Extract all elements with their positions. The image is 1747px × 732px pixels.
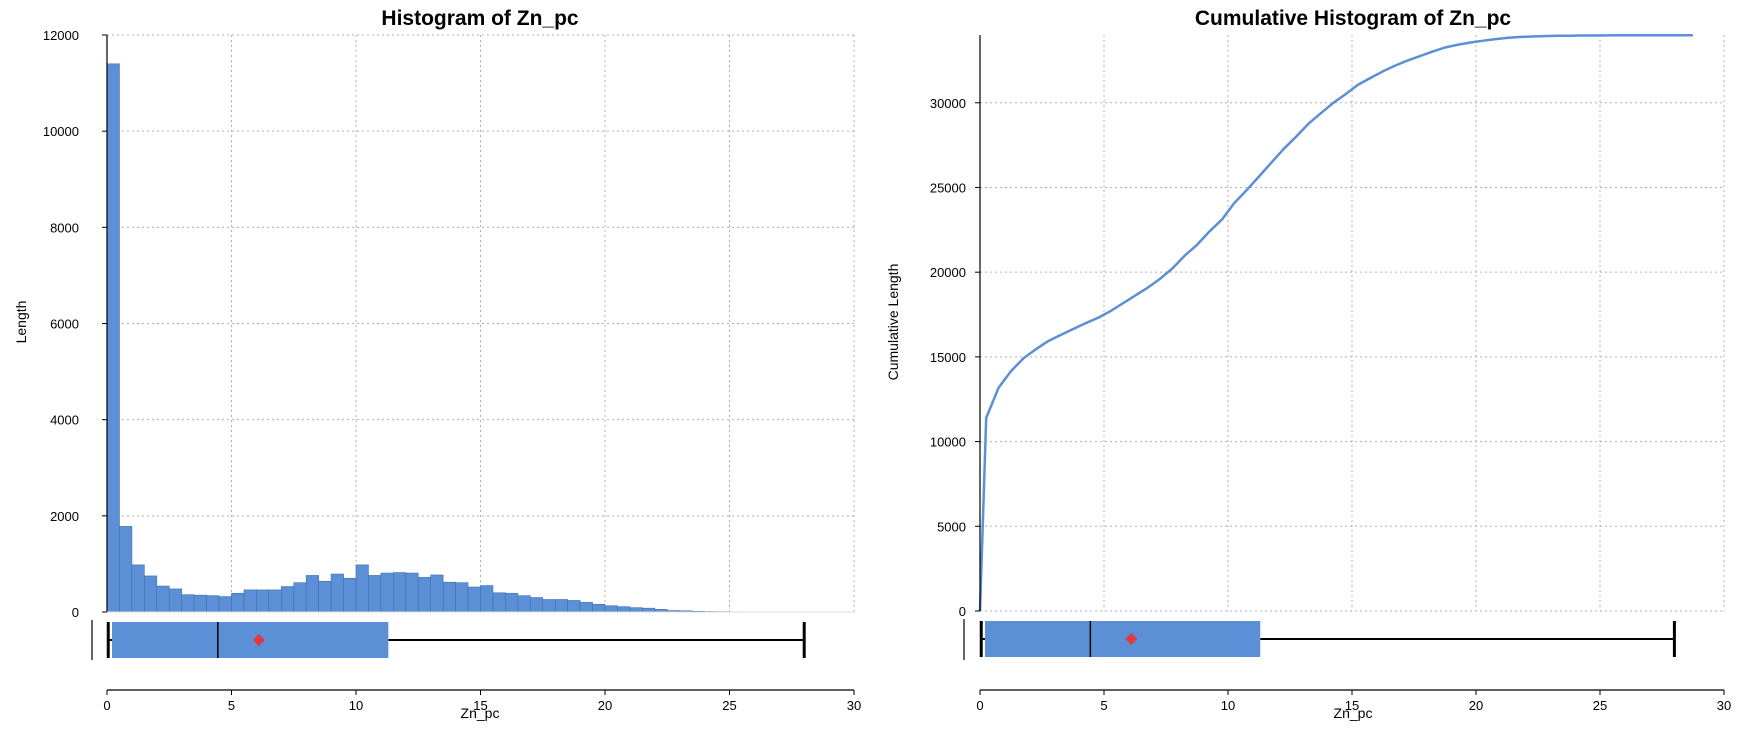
histogram-panel: Histogram of Zn_pc Length Zn_pc 0 2000 400… — [13, 7, 861, 721]
histogram-bar — [417, 577, 431, 613]
histogram-bar — [604, 605, 618, 613]
y-tick-label: 4000 — [50, 413, 79, 428]
histogram-bar — [106, 63, 120, 613]
histogram-bar — [380, 572, 394, 613]
boxplot-mean-marker — [1125, 633, 1138, 645]
y-tick-label: 0 — [72, 605, 79, 620]
cumulative-panel: Cumulative Histogram of Zn_pc Cumulative… — [885, 7, 1731, 721]
histogram-bar — [231, 592, 245, 613]
histogram-bar — [168, 588, 182, 613]
y-tick-label: 12000 — [43, 28, 79, 43]
histogram-bar — [642, 607, 656, 613]
cumulative-x-axis-label: Zn_pc — [1334, 705, 1373, 721]
histogram-bar — [529, 597, 544, 613]
histogram-bar — [430, 574, 444, 613]
histogram-bar — [629, 607, 643, 613]
histogram-bar — [131, 564, 145, 613]
histogram-bar — [405, 572, 419, 613]
boxplot-box — [111, 622, 389, 658]
histogram-bar — [305, 575, 319, 613]
y-tick-label: 2000 — [50, 509, 79, 524]
y-tick-label: 10000 — [43, 124, 79, 139]
histogram-bar — [617, 606, 631, 613]
histogram-bar — [268, 589, 282, 613]
x-tick-label: 15 — [1345, 698, 1359, 713]
histogram-bar — [592, 604, 606, 613]
cumulative-boxplot — [979, 621, 1676, 657]
histogram-bar — [517, 595, 531, 613]
histogram-boxplot — [106, 622, 806, 658]
x-tick-label: 15 — [473, 698, 487, 713]
x-tick-label: 25 — [1593, 698, 1607, 713]
cumulative-gridlines — [979, 35, 1725, 612]
histogram-bar — [193, 594, 207, 613]
histogram-bar — [119, 526, 133, 613]
x-tick-label: 20 — [598, 698, 612, 713]
boxplot-mean-marker — [252, 634, 265, 646]
histogram-bar — [280, 586, 295, 613]
cumulative-series-line — [978, 33, 1693, 612]
cumulative-title: Cumulative Histogram of Zn_pc — [1195, 7, 1512, 30]
histogram-bar — [318, 580, 332, 613]
histogram-bar — [144, 575, 158, 613]
cumulative-line — [978, 33, 1693, 612]
histogram-y-axis-label: Length — [13, 301, 29, 344]
x-tick-label: 5 — [1100, 698, 1107, 713]
x-tick-label: 10 — [1221, 698, 1235, 713]
histogram-axes: 0 2000 4000 6000 8000 10000 12000 0 5 10 15 20 25 30 — [43, 28, 861, 713]
histogram-bar — [467, 586, 481, 613]
y-tick-label: 5000 — [937, 519, 966, 534]
x-tick-label: 20 — [1469, 698, 1483, 713]
histogram-bar — [505, 592, 519, 613]
histogram-bar — [579, 602, 593, 613]
x-tick-label: 0 — [976, 698, 983, 713]
x-tick-label: 10 — [349, 698, 363, 713]
y-tick-label: 6000 — [50, 317, 79, 332]
x-tick-label: 30 — [1717, 698, 1731, 713]
x-tick-label: 0 — [103, 698, 110, 713]
histogram-gridlines — [106, 34, 855, 613]
histogram-bar — [355, 564, 369, 613]
histogram-bar — [442, 581, 456, 613]
histogram-bar — [330, 573, 344, 613]
boxplot-box — [984, 621, 1261, 657]
histogram-title: Histogram of Zn_pc — [381, 7, 579, 30]
y-tick-label: 8000 — [50, 220, 79, 235]
y-tick-label: 10000 — [930, 435, 966, 450]
cumulative-axes: 0 5000 10000 15000 20000 25000 30000 0 5 10 15 20 25… — [930, 35, 1731, 713]
y-tick-label: 15000 — [930, 350, 966, 365]
histogram-bar — [393, 572, 407, 613]
histogram-bar — [206, 595, 220, 613]
x-tick-label: 30 — [847, 698, 861, 713]
histogram-bar — [243, 589, 257, 613]
histogram-bars — [106, 63, 830, 613]
x-tick-label: 5 — [228, 698, 235, 713]
histogram-bar — [343, 578, 357, 613]
y-tick-label: 0 — [959, 604, 966, 619]
histogram-bar — [480, 585, 494, 613]
y-tick-label: 20000 — [930, 265, 966, 280]
histogram-bar — [455, 582, 469, 613]
histogram-bar — [554, 599, 568, 613]
histogram-bar — [542, 599, 556, 613]
histogram-bar — [368, 575, 382, 613]
histogram-bar — [218, 596, 232, 613]
x-tick-label: 25 — [722, 698, 736, 713]
cumulative-y-axis-label: Cumulative Length — [885, 264, 901, 381]
histogram-bar — [567, 600, 581, 613]
histogram-bar — [293, 582, 307, 613]
histogram-x-axis-label: Zn_pc — [461, 705, 500, 721]
histogram-bar — [256, 589, 270, 613]
histogram-bar — [156, 585, 170, 613]
y-tick-label: 30000 — [930, 96, 966, 111]
histogram-bar — [181, 594, 195, 613]
histogram-bar — [492, 592, 506, 613]
y-tick-label: 25000 — [930, 180, 966, 195]
